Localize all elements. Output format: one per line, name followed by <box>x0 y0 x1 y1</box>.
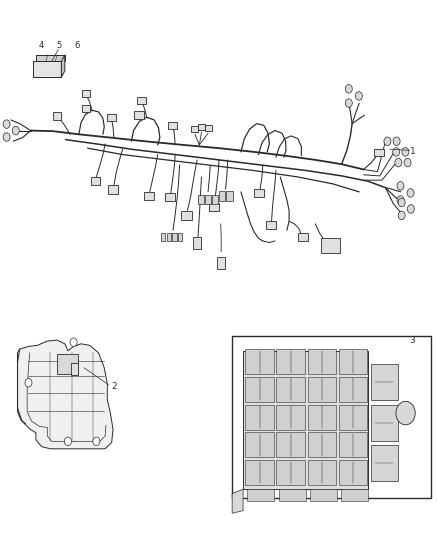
Polygon shape <box>33 61 61 77</box>
Circle shape <box>398 211 405 220</box>
Circle shape <box>402 148 409 156</box>
Bar <box>219 191 225 201</box>
Bar <box>198 124 205 130</box>
Polygon shape <box>18 340 113 449</box>
Text: 4: 4 <box>39 41 44 50</box>
Bar <box>212 195 218 204</box>
Polygon shape <box>61 55 65 77</box>
Circle shape <box>407 189 414 197</box>
Bar <box>198 195 204 204</box>
Circle shape <box>12 126 19 135</box>
Bar <box>193 237 201 249</box>
Bar <box>191 126 198 132</box>
Bar <box>321 238 340 253</box>
Polygon shape <box>232 489 243 513</box>
Circle shape <box>395 158 402 167</box>
Circle shape <box>3 133 10 141</box>
Bar <box>245 460 274 485</box>
Bar <box>371 445 398 481</box>
Bar <box>276 349 305 374</box>
Bar <box>161 233 166 241</box>
Bar <box>82 105 90 112</box>
Bar <box>310 489 337 501</box>
Bar <box>245 432 274 457</box>
Bar <box>339 460 367 485</box>
Polygon shape <box>36 55 65 61</box>
Bar <box>266 222 276 229</box>
Text: 2: 2 <box>112 382 117 391</box>
Bar <box>205 125 212 131</box>
Bar <box>279 489 306 501</box>
Bar <box>217 257 225 269</box>
Circle shape <box>345 99 352 107</box>
Bar <box>226 191 233 201</box>
Bar <box>371 405 398 441</box>
Circle shape <box>64 437 71 446</box>
Circle shape <box>345 85 352 93</box>
Bar <box>82 90 90 97</box>
Bar <box>307 349 336 374</box>
Bar <box>374 149 384 156</box>
Circle shape <box>25 378 32 387</box>
Bar <box>181 211 192 220</box>
Circle shape <box>355 92 362 100</box>
Bar <box>178 233 182 241</box>
Bar <box>144 192 154 200</box>
Bar <box>371 364 398 400</box>
Bar <box>245 377 274 402</box>
Bar <box>276 432 305 457</box>
Text: 1: 1 <box>410 148 415 156</box>
Bar <box>243 351 368 489</box>
Bar <box>137 96 146 103</box>
Bar <box>276 377 305 402</box>
Bar <box>339 432 367 457</box>
Bar <box>209 203 219 211</box>
Circle shape <box>397 196 404 204</box>
Bar <box>339 349 367 374</box>
Circle shape <box>396 401 415 425</box>
Circle shape <box>392 148 400 156</box>
Bar <box>254 189 264 197</box>
Text: 6: 6 <box>74 41 79 50</box>
Bar <box>71 363 78 375</box>
Circle shape <box>393 137 400 146</box>
Bar <box>247 489 274 501</box>
Bar <box>339 377 367 402</box>
Bar <box>107 114 116 120</box>
Bar <box>276 405 305 430</box>
Bar <box>276 460 305 485</box>
Bar <box>205 195 211 204</box>
Bar <box>166 233 171 241</box>
Text: 3: 3 <box>410 336 415 345</box>
Bar <box>232 336 431 498</box>
Bar <box>173 233 177 241</box>
Bar <box>339 405 367 430</box>
Bar <box>307 377 336 402</box>
Bar <box>57 354 78 374</box>
Circle shape <box>93 437 100 446</box>
Bar <box>307 432 336 457</box>
Bar <box>168 122 177 129</box>
Bar <box>307 405 336 430</box>
Bar <box>108 185 118 194</box>
Circle shape <box>398 198 405 207</box>
Text: 5: 5 <box>57 41 62 50</box>
Circle shape <box>3 120 10 128</box>
Bar <box>91 177 100 185</box>
Circle shape <box>384 137 391 146</box>
Circle shape <box>70 338 77 346</box>
Circle shape <box>404 158 411 167</box>
Bar <box>134 111 144 119</box>
Bar <box>165 193 175 201</box>
Circle shape <box>407 205 414 213</box>
Bar <box>53 112 61 120</box>
Bar <box>341 489 368 501</box>
Bar <box>307 460 336 485</box>
Bar <box>245 405 274 430</box>
Bar <box>245 349 274 374</box>
Circle shape <box>397 182 404 190</box>
Bar <box>298 233 308 241</box>
